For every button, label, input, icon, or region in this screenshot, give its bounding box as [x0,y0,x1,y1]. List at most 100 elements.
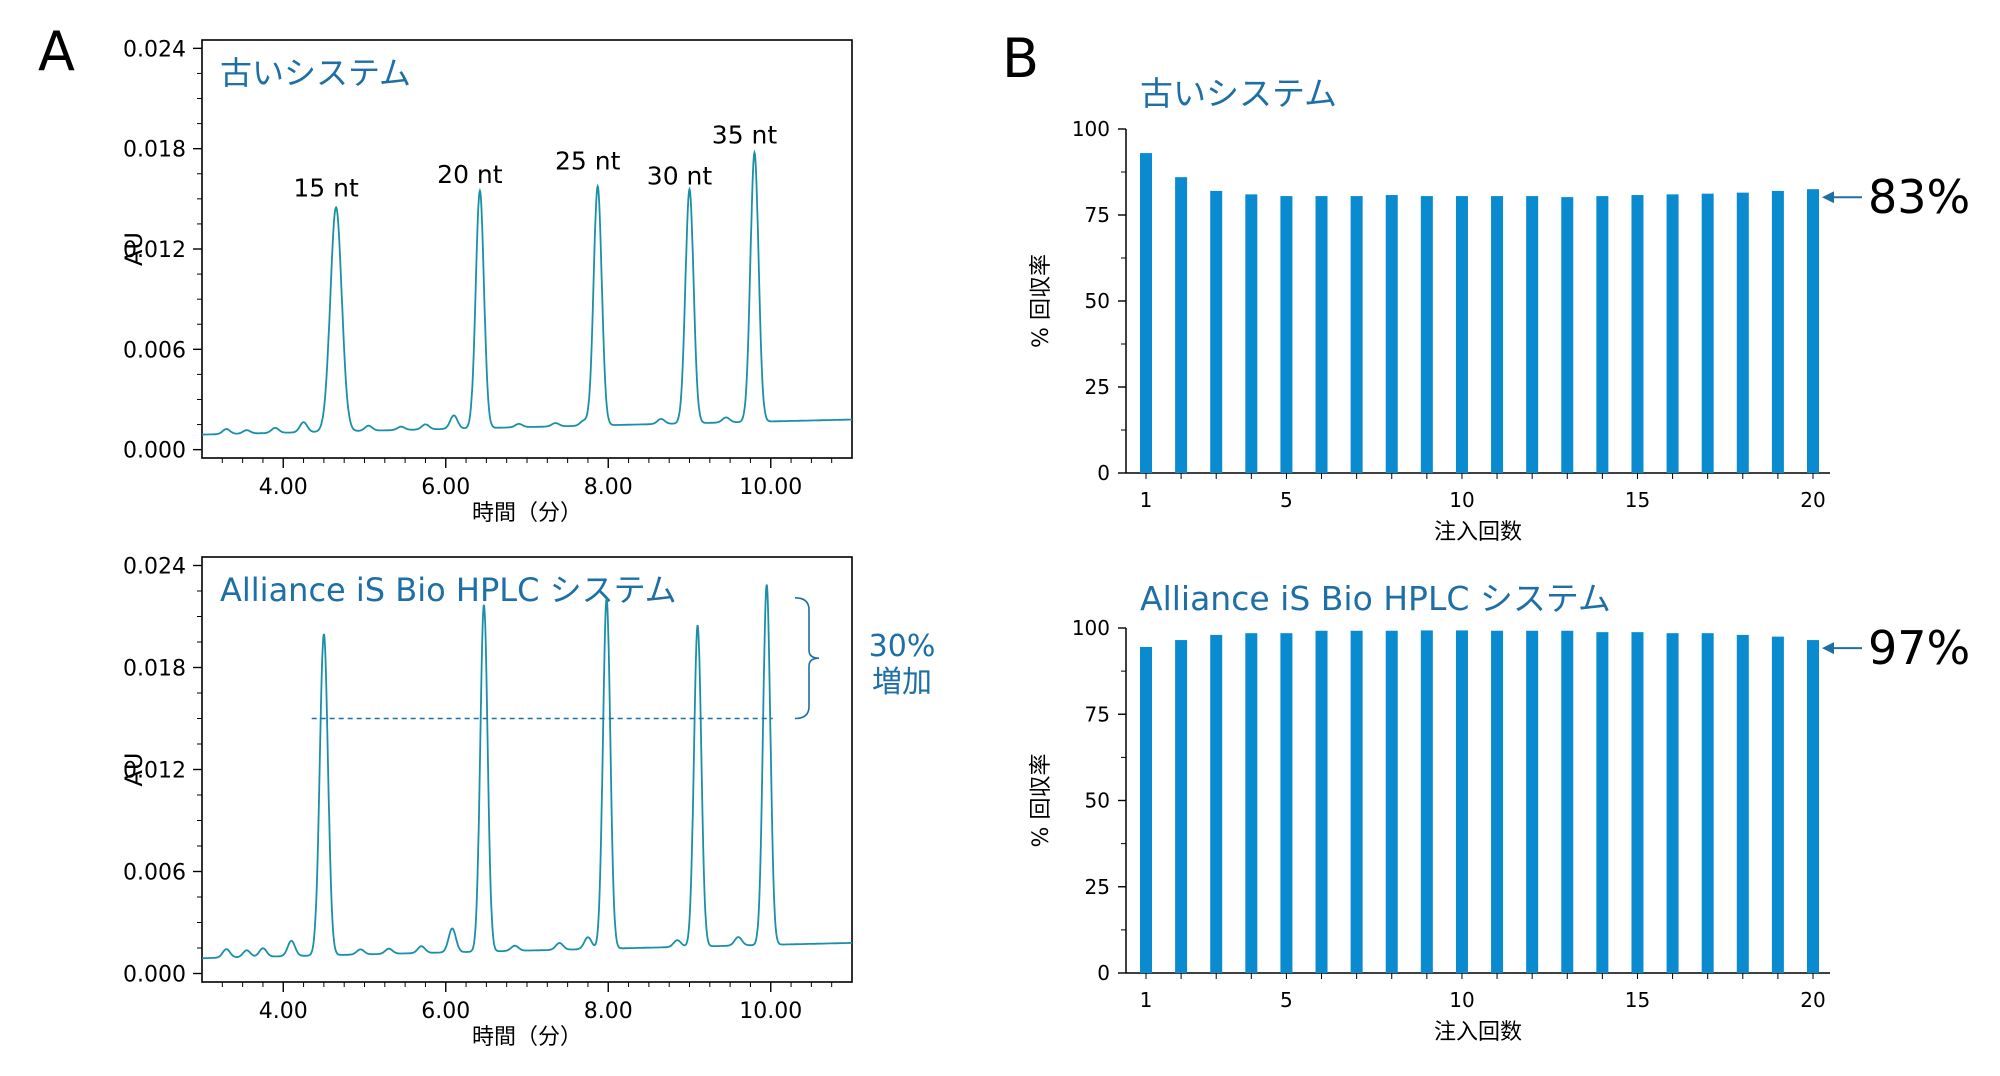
y-tick-label: 0.018 [123,657,186,682]
y-axis-label: AU [120,753,148,787]
bar [1420,630,1433,973]
bar [1175,177,1188,473]
bar [1140,153,1152,473]
x-tick-label: 6.00 [421,475,470,500]
bar [1245,194,1258,474]
increase-annotation-text: 増加 [872,665,932,700]
chart-title: Alliance iS Bio HPLC システム [1140,579,1611,618]
bar [1561,197,1574,473]
y-tick-label: 0.024 [123,37,186,62]
x-axis-label: 時間（分） [472,501,582,526]
bar [1631,195,1644,473]
callout-arrowhead [1822,191,1834,204]
y-tick-label: 100 [1072,117,1110,141]
peak-label: 35 nt [712,120,778,149]
bar [1807,640,1819,973]
bar [1210,190,1223,474]
bar [1771,190,1784,474]
x-tick-label: 1 [1140,988,1153,1012]
bar [1420,196,1433,473]
bar [1385,630,1398,973]
y-tick-label: 0 [1097,961,1110,985]
panel-label-b: B [1002,27,1039,90]
x-tick-label: 20 [1800,988,1825,1012]
bar [1491,630,1504,973]
peak-label: 30 nt [647,162,713,191]
y-tick-label: 50 [1085,789,1110,813]
y-axis-label: AU [120,232,148,266]
x-tick-label: 6.00 [421,999,470,1024]
y-tick-label: 100 [1072,616,1110,640]
x-axis-label: 時間（分） [472,1025,582,1050]
bar [1631,632,1644,973]
bar [1771,636,1784,973]
y-tick-label: 0.012 [123,759,186,784]
x-tick-label: 15 [1625,488,1650,512]
bar [1491,196,1504,473]
bar [1455,630,1468,973]
bar [1315,630,1328,973]
chromatogram-trace [202,149,853,436]
x-tick-label: 8.00 [584,999,633,1024]
bar [1175,640,1188,973]
bar [1140,646,1152,973]
x-axis-label: 注入回数 [1434,520,1522,545]
bar [1350,630,1363,973]
x-tick-label: 5 [1280,988,1293,1012]
chromatogram-alliance-system: 0.000 0.006 0.012 0.018 0.024 4.00 6.00 8.00 10.… [120,555,935,1051]
plot-frame [201,39,853,459]
y-axis-label: % 回収率 [1029,254,1054,348]
bar [1701,633,1714,973]
y-tick-label: 0.000 [123,439,186,464]
bar [1526,630,1539,973]
y-tick-label: 0.024 [123,555,186,580]
chart-title: Alliance iS Bio HPLC システム [220,571,677,609]
y-tick-label: 75 [1085,702,1110,726]
x-tick-label: 1 [1140,488,1153,512]
x-tick-label: 10.00 [739,475,802,500]
peak-label: 20 nt [437,160,503,189]
y-tick-label: 0.006 [123,338,186,363]
callout-value: 83% [1868,170,1970,224]
y-tick-label: 0.018 [123,138,186,163]
y-tick-label: 25 [1085,375,1110,399]
y-tick-label: 75 [1085,203,1110,227]
x-tick-label: 15 [1625,988,1650,1012]
callout-value: 97% [1868,621,1970,675]
plot-frame [201,556,853,983]
bar [1210,634,1223,973]
x-tick-label: 20 [1800,488,1825,512]
bar [1280,196,1293,473]
y-tick-label: 25 [1085,875,1110,899]
y-tick-label: 0.000 [123,963,186,988]
peak-label: 15 nt [293,174,359,203]
bar [1736,192,1749,473]
x-axis-label: 注入回数 [1434,1020,1522,1045]
bar [1385,195,1398,473]
chromatogram-old-system: 0.000 0.006 0.012 0.018 0.024 4.00 6.00 8.00 10.… [120,37,853,526]
x-tick-label: 10.00 [739,999,802,1024]
bar [1596,196,1609,473]
increase-bracket [794,597,820,720]
bar [1526,196,1539,473]
x-tick-label: 10 [1449,488,1474,512]
x-tick-label: 10 [1449,988,1474,1012]
bar [1280,633,1293,973]
y-tick-label: 0 [1097,461,1110,485]
bar [1701,193,1714,473]
chart-title: 古いシステム [1140,74,1337,113]
x-tick-label: 5 [1280,488,1293,512]
bar [1561,630,1574,973]
y-tick-label: 50 [1085,289,1110,313]
panel-label-a: A [38,20,75,83]
bar [1455,196,1468,473]
increase-annotation-percent: 30% [869,629,936,664]
chart-title: 古いシステム [220,54,411,92]
y-axis-label: % 回収率 [1029,754,1054,848]
x-tick-label: 4.00 [259,999,308,1024]
callout-arrowhead [1822,642,1834,655]
bar [1350,196,1363,473]
